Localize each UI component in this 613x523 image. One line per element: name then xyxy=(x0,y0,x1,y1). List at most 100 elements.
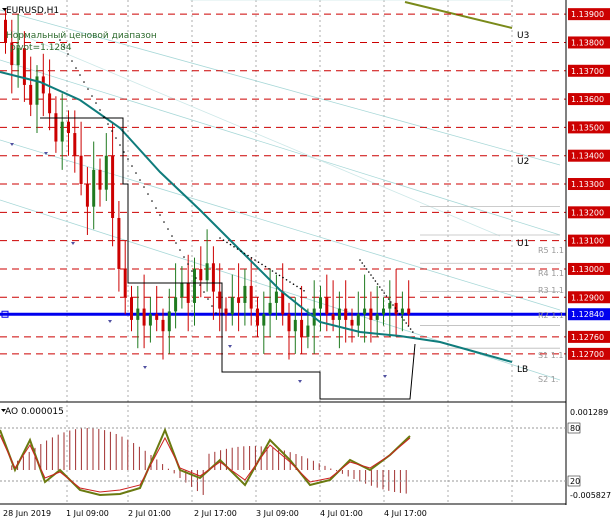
band-line xyxy=(0,59,561,236)
sar-dot xyxy=(131,165,133,167)
sar-dot xyxy=(71,60,73,62)
ao-scale-label: 80 xyxy=(570,424,580,433)
sar-dot xyxy=(275,272,277,275)
candle-body xyxy=(41,76,45,94)
sar-dot xyxy=(175,242,177,244)
sar-dot xyxy=(368,271,370,273)
sar-dot xyxy=(376,283,379,285)
candle-body xyxy=(344,308,348,320)
current-price-tag xyxy=(568,308,610,321)
candle-body xyxy=(111,155,115,218)
sar-dot xyxy=(215,312,217,314)
sar-dot xyxy=(243,252,246,255)
sar-dot xyxy=(403,319,405,321)
sar-dot xyxy=(289,281,291,283)
sar-dot xyxy=(398,313,401,315)
ao-level-tag xyxy=(567,475,581,487)
price-tag xyxy=(568,149,610,162)
sar-dot xyxy=(75,67,77,69)
candle-body xyxy=(256,308,259,326)
candle-body xyxy=(337,308,341,320)
ao-dropdown-icon[interactable] xyxy=(1,409,6,412)
price-tag xyxy=(568,347,610,360)
price-tag xyxy=(568,121,610,134)
time-label: 4 Jul 17:00 xyxy=(384,509,427,518)
candle-body xyxy=(199,268,203,281)
sar-dot xyxy=(233,246,235,248)
ao-title: AO 0.000015 xyxy=(5,407,64,417)
time-axis[interactable]: 28 Jun 2019 1 Jul 09:00 2 Jul 01:00 2 Jul 1… xyxy=(3,509,427,518)
price-axis[interactable]: 1.13900 1.13800 1.13700 1.13600 1.13500 1.134… xyxy=(568,8,610,360)
time-label: 1 Jul 09:00 xyxy=(66,509,109,518)
candle-body xyxy=(79,155,83,185)
sar-dot xyxy=(103,116,105,118)
sar-dot xyxy=(296,285,298,288)
candle-body xyxy=(268,302,272,315)
candle-body xyxy=(407,308,411,315)
time-label: 2 Jul 17:00 xyxy=(194,509,237,518)
sar-dot xyxy=(222,239,225,241)
candle-body xyxy=(400,308,404,315)
candle-body xyxy=(325,297,329,315)
sar-dot xyxy=(365,268,368,270)
sar-dot xyxy=(240,250,242,252)
indicator-title: Нормальный ценовой диапазон xyxy=(6,31,157,41)
sar-dot xyxy=(229,243,232,246)
sar-dot xyxy=(396,310,399,312)
sar-dot xyxy=(236,248,239,250)
fractal-marker xyxy=(228,345,232,348)
sar-dot xyxy=(381,289,383,291)
candle-body xyxy=(331,314,335,320)
sar-dot xyxy=(292,283,295,286)
candle-body xyxy=(262,314,266,326)
sar-dot xyxy=(187,263,189,265)
candle-body xyxy=(249,285,253,309)
sar-dot xyxy=(219,237,221,239)
fractal-marker xyxy=(383,375,387,378)
sar-dot xyxy=(407,325,410,327)
sar-dot xyxy=(211,305,213,307)
sar-dot xyxy=(67,53,69,55)
candle-body xyxy=(287,314,291,332)
price-tag-label: 1.13700 xyxy=(571,67,604,76)
sar-dot xyxy=(191,270,193,272)
sar-dot xyxy=(59,39,61,41)
ao-axis: 0.001289 80 20 -0.005827 xyxy=(567,408,611,500)
ao-level-tag xyxy=(567,422,581,434)
range-box xyxy=(40,117,416,400)
price-tag-label: 1.13000 xyxy=(571,265,604,274)
sar-dot xyxy=(282,276,284,279)
sar-dot xyxy=(390,301,392,303)
candle-body xyxy=(394,302,398,315)
sar-dot xyxy=(264,265,267,268)
price-tag-label: 1.13900 xyxy=(571,10,604,19)
pivot-label: R4 1.1 xyxy=(538,269,564,278)
candle-body xyxy=(148,314,152,326)
candle-body xyxy=(186,283,190,303)
sar-dot xyxy=(95,102,97,104)
price-tag xyxy=(568,206,610,219)
sar-dot xyxy=(91,95,93,97)
candle-body xyxy=(155,314,159,320)
price-tag-label: 1.13300 xyxy=(571,180,604,189)
sar-dot xyxy=(123,151,125,153)
candle-body xyxy=(300,319,304,337)
candle-body xyxy=(48,93,52,114)
fractal-marker xyxy=(44,152,48,155)
price-tag-label: 1.12700 xyxy=(571,350,604,359)
price-tag xyxy=(568,93,610,106)
sar-dot xyxy=(374,280,377,282)
candle-body xyxy=(218,291,222,309)
dropdown-icon[interactable] xyxy=(2,8,7,11)
candle-body xyxy=(306,325,310,337)
sar-dot xyxy=(383,292,386,294)
candle-body xyxy=(35,76,39,105)
moving-average xyxy=(0,71,513,363)
sar-dot xyxy=(405,322,408,324)
sar-dot xyxy=(303,290,305,292)
price-tag-label: 1.12900 xyxy=(571,293,604,302)
sar-dot xyxy=(250,257,253,259)
price-tag xyxy=(568,262,610,275)
candle-body xyxy=(10,42,14,66)
